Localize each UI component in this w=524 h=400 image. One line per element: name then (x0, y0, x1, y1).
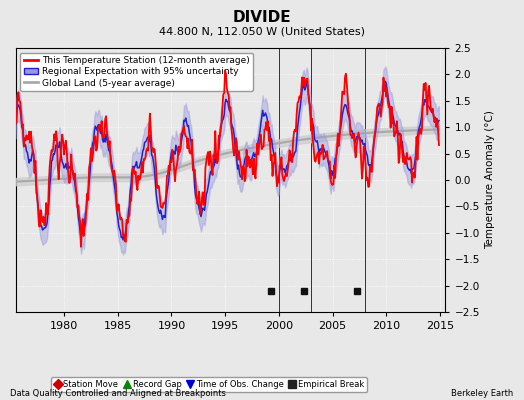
Text: DIVIDE: DIVIDE (233, 10, 291, 25)
Legend: Station Move, Record Gap, Time of Obs. Change, Empirical Break: Station Move, Record Gap, Time of Obs. C… (51, 378, 367, 392)
Text: 44.800 N, 112.050 W (United States): 44.800 N, 112.050 W (United States) (159, 26, 365, 36)
Y-axis label: Temperature Anomaly (°C): Temperature Anomaly (°C) (485, 110, 495, 250)
Text: Data Quality Controlled and Aligned at Breakpoints: Data Quality Controlled and Aligned at B… (10, 389, 226, 398)
Text: Berkeley Earth: Berkeley Earth (451, 389, 514, 398)
